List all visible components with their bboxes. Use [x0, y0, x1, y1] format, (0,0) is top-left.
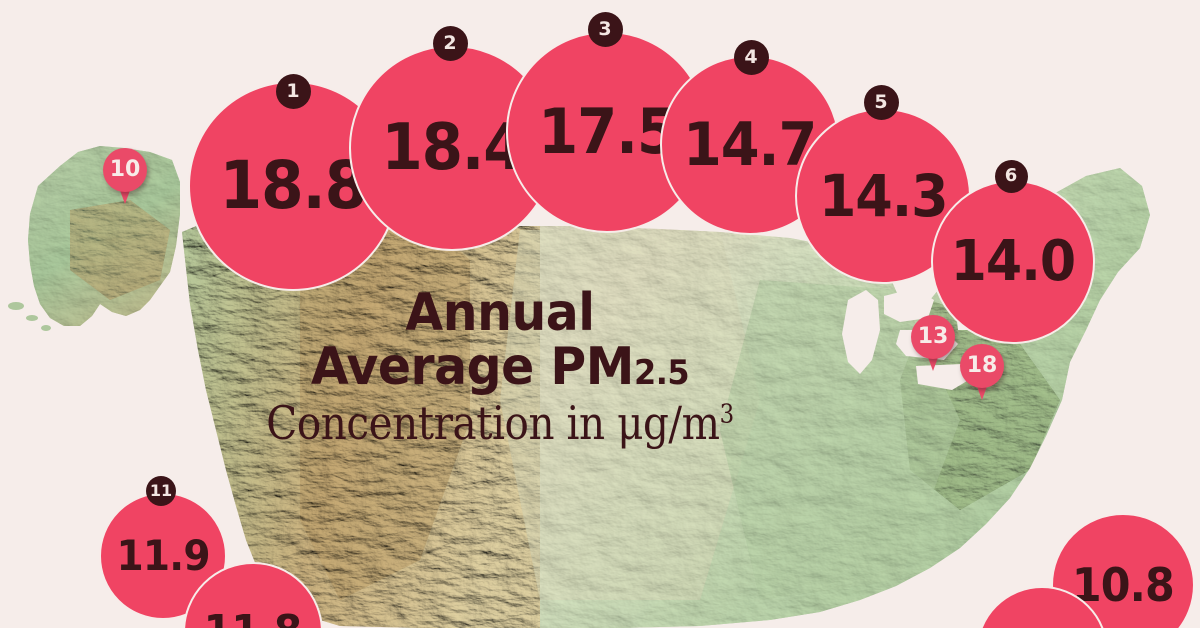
map-pin-head-icon	[911, 315, 955, 359]
map-pin-head-icon	[103, 148, 147, 192]
map-pin[interactable]: 13	[911, 315, 955, 373]
bubble-value-label: 14.7	[683, 110, 817, 180]
map-pin-label: 18	[966, 353, 998, 378]
map-pin[interactable]: 18	[960, 344, 1004, 402]
map-pin-label: 10	[109, 157, 141, 182]
value-bubble[interactable]: 10.8	[1051, 513, 1195, 628]
rank-badge[interactable]: 5	[863, 84, 899, 120]
value-bubble[interactable]: 14.0	[931, 180, 1095, 344]
bubble-value-label: 14.0	[950, 229, 1076, 294]
bubble-value-label: 11.8	[204, 610, 303, 628]
map-alaska	[28, 146, 180, 326]
map-pin-head-icon	[960, 344, 1004, 388]
bubble-value-label: 17.5	[538, 95, 677, 168]
bubble-value-label: 18.8	[219, 147, 368, 224]
bubble-value-label: 14.3	[818, 162, 949, 230]
bubble-value-label: 10.8	[1071, 558, 1175, 612]
bubble-value-label: 18.4	[380, 111, 524, 185]
rank-badge[interactable]: 6	[994, 159, 1028, 193]
rank-badge[interactable]: 4	[733, 39, 769, 75]
rank-badge[interactable]: 1	[275, 73, 311, 109]
aleutian-islands	[8, 302, 51, 331]
map-pin[interactable]: 10	[103, 148, 147, 206]
rank-badge[interactable]: 11	[146, 476, 176, 506]
map-pin-label: 13	[917, 324, 949, 349]
rank-badge[interactable]: 2	[432, 25, 468, 61]
bubble-value-label: 11.9	[116, 531, 210, 580]
rank-badge[interactable]: 3	[587, 11, 623, 47]
